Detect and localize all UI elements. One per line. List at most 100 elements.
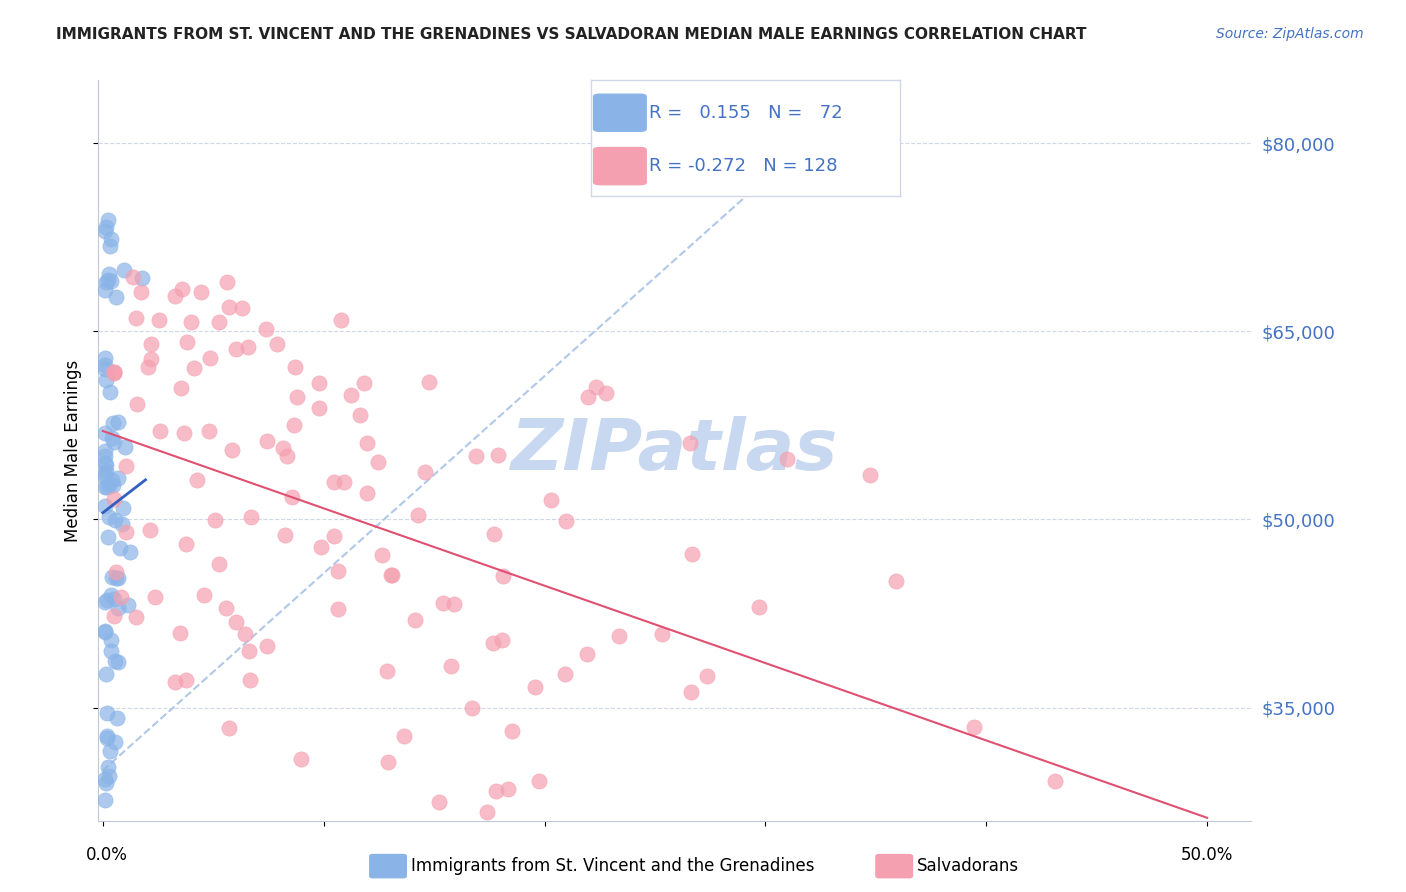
- Point: [651, 627, 673, 641]
- Point: [183, 360, 205, 375]
- Point: [125, 310, 148, 325]
- Point: [323, 529, 346, 543]
- Point: [170, 381, 193, 395]
- Point: [776, 451, 799, 466]
- Point: [104, 512, 127, 526]
- Point: [104, 654, 127, 668]
- Point: [97, 213, 120, 227]
- Point: [491, 632, 513, 647]
- Point: [406, 508, 429, 522]
- Point: [114, 440, 136, 454]
- Point: [108, 541, 131, 555]
- Point: [381, 568, 404, 582]
- Point: [1045, 774, 1067, 789]
- Point: [118, 545, 141, 559]
- Point: [285, 390, 308, 404]
- Point: [107, 600, 129, 615]
- Point: [136, 359, 159, 374]
- Point: [163, 289, 186, 303]
- Point: [576, 390, 599, 404]
- Point: [94, 425, 117, 440]
- Point: [127, 397, 149, 411]
- Point: [107, 655, 129, 669]
- Point: [94, 499, 117, 513]
- Point: [138, 523, 160, 537]
- Point: [225, 615, 247, 629]
- Point: [460, 700, 482, 714]
- Point: [174, 673, 197, 687]
- Point: [308, 401, 330, 416]
- Point: [111, 517, 134, 532]
- Point: [311, 540, 333, 554]
- Point: [96, 731, 118, 745]
- Point: [103, 365, 125, 379]
- Point: [432, 596, 454, 610]
- Point: [190, 285, 212, 300]
- Text: Source: ZipAtlas.com: Source: ZipAtlas.com: [1216, 27, 1364, 41]
- Point: [101, 478, 124, 492]
- Point: [98, 478, 121, 492]
- Point: [94, 444, 117, 458]
- Point: [326, 602, 349, 616]
- Point: [858, 468, 880, 483]
- Point: [100, 644, 122, 658]
- Point: [174, 537, 197, 551]
- Point: [94, 480, 117, 494]
- FancyBboxPatch shape: [593, 147, 647, 185]
- Point: [122, 270, 145, 285]
- Point: [94, 224, 117, 238]
- Point: [103, 435, 125, 450]
- Point: [884, 574, 907, 589]
- Point: [104, 566, 127, 580]
- Point: [94, 624, 117, 639]
- Point: [283, 418, 305, 433]
- Point: [204, 512, 226, 526]
- Point: [94, 275, 117, 289]
- Point: [96, 730, 118, 744]
- Point: [100, 232, 122, 246]
- Point: [143, 591, 166, 605]
- Point: [103, 366, 125, 380]
- Point: [98, 744, 121, 758]
- Point: [427, 795, 450, 809]
- Point: [308, 376, 330, 390]
- Point: [353, 376, 375, 391]
- Point: [231, 301, 253, 316]
- Point: [148, 312, 170, 326]
- Point: [254, 321, 277, 335]
- Point: [238, 644, 260, 658]
- Point: [94, 470, 117, 484]
- Point: [215, 275, 238, 289]
- Point: [94, 594, 117, 608]
- Point: [139, 351, 162, 366]
- Point: [482, 527, 505, 541]
- Point: [748, 600, 770, 615]
- Point: [100, 274, 122, 288]
- Point: [101, 432, 124, 446]
- Point: [744, 861, 766, 875]
- Point: [329, 313, 352, 327]
- Point: [107, 471, 129, 485]
- Point: [96, 373, 118, 387]
- Point: [96, 667, 118, 681]
- Point: [117, 598, 139, 612]
- Point: [256, 434, 278, 448]
- Point: [481, 636, 503, 650]
- Point: [96, 480, 118, 494]
- Point: [107, 415, 129, 429]
- Point: [112, 501, 135, 516]
- Point: [696, 669, 718, 683]
- Point: [180, 315, 202, 329]
- Point: [609, 629, 631, 643]
- Point: [100, 570, 122, 584]
- Point: [97, 760, 120, 774]
- Point: [104, 290, 127, 304]
- Point: [284, 359, 307, 374]
- Point: [139, 337, 162, 351]
- Point: [465, 449, 488, 463]
- Point: [208, 557, 231, 571]
- Point: [100, 588, 122, 602]
- FancyBboxPatch shape: [593, 95, 647, 131]
- Point: [326, 564, 349, 578]
- Point: [193, 588, 215, 602]
